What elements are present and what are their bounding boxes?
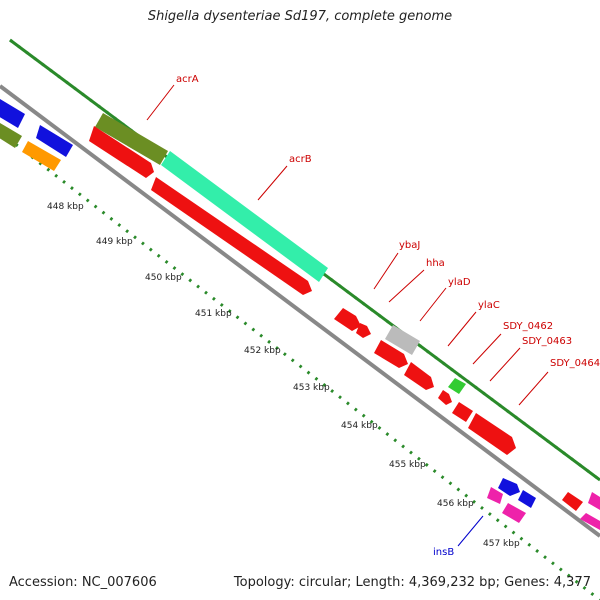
genome-backbone (0, 84, 600, 538)
tick-label-452: 452 kbp (244, 346, 281, 356)
gene-label-SDY_0462[interactable]: SDY_0462 (503, 321, 553, 332)
tick-label-453: 453 kbp (293, 383, 330, 393)
label-leaders (146, 84, 549, 547)
tick-label-450: 450 kbp (145, 273, 182, 283)
gene-red-2[interactable] (151, 177, 312, 295)
gene-acrA[interactable] (95, 113, 168, 165)
tick-label-group: 448 kbp 449 kbp 450 kbp 451 kbp 452 kbp … (47, 202, 520, 549)
tick-label-455: 455 kbp (389, 460, 426, 470)
gene-label-group: acrA acrB ybaJ hha ylaD ylaC SDY_0462 SD… (176, 74, 600, 558)
gene-insB[interactable] (487, 487, 503, 504)
gene-ylaD[interactable] (385, 325, 420, 355)
gene-label-ylaD[interactable]: ylaD (448, 277, 471, 288)
tick-label-448: 448 kbp (47, 202, 84, 212)
gene-SDY_0463[interactable] (452, 402, 473, 422)
gene-SDY_0464[interactable] (468, 413, 516, 455)
gene-blue-partial-1[interactable] (0, 96, 25, 128)
tick-label-451: 451 kbp (195, 309, 232, 319)
gene-pink-2[interactable] (502, 503, 526, 523)
gene-red-3[interactable] (404, 362, 434, 390)
tick-label-449: 449 kbp (96, 237, 133, 247)
tick-label-454: 454 kbp (341, 421, 378, 431)
gene-label-ybaJ[interactable]: ybaJ (399, 240, 420, 251)
accession-text: Accession: NC_007606 (9, 575, 157, 590)
gene-red-1[interactable] (89, 126, 154, 178)
gene-blue-4[interactable] (518, 490, 536, 508)
gene-hha[interactable] (356, 323, 371, 338)
gene-blue-3[interactable] (498, 478, 520, 496)
genome-summary-text: Topology: circular; Length: 4,369,232 bp… (233, 575, 591, 590)
gene-label-acrB[interactable]: acrB (289, 154, 312, 165)
gene-olive-partial[interactable] (0, 120, 22, 148)
tick-label-457: 457 kbp (483, 539, 520, 549)
gene-label-SDY_0463[interactable]: SDY_0463 (522, 336, 572, 347)
gene-label-insB[interactable]: insB (433, 547, 454, 558)
gene-label-SDY_0464[interactable]: SDY_0464 (550, 358, 600, 369)
gene-SDY_0462[interactable] (438, 390, 452, 405)
gene-red-far[interactable] (562, 492, 583, 511)
gene-blue-partial-2[interactable] (36, 125, 73, 157)
gene-label-ylaC[interactable]: ylaC (478, 300, 500, 311)
gene-pink-far-1[interactable] (588, 492, 600, 510)
gene-green[interactable] (448, 378, 466, 394)
gene-label-acrA[interactable]: acrA (176, 74, 199, 85)
gene-acrB-cyan[interactable] (161, 151, 328, 282)
gene-ylaC-red[interactable] (374, 340, 408, 368)
tick-label-456: 456 kbp (437, 499, 474, 509)
map-title: Shigella dysenteriae Sd197, complete gen… (147, 9, 453, 24)
inner-dotted-track (0, 130, 600, 600)
gene-label-hha[interactable]: hha (426, 258, 445, 269)
gene-pink-far-2[interactable] (580, 513, 600, 530)
gene-ybaJ[interactable] (334, 308, 361, 331)
gene-orange-partial[interactable] (22, 141, 61, 171)
